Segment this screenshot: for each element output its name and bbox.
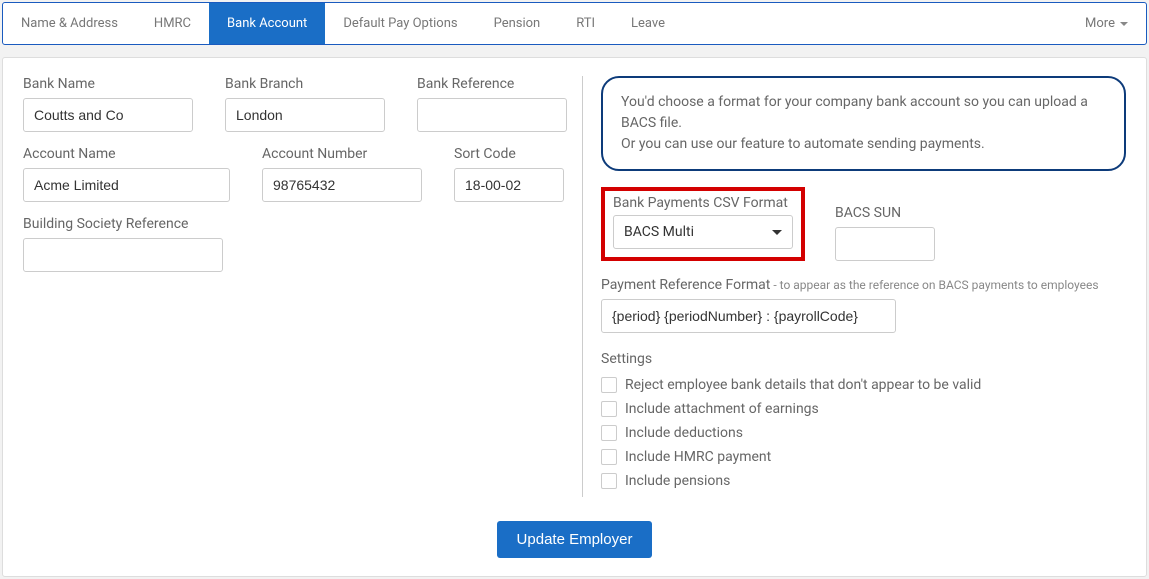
- account-name-input[interactable]: [23, 168, 230, 202]
- tabs-bar: Name & Address HMRC Bank Account Default…: [2, 2, 1147, 45]
- reject-invalid-bank-label: Reject employee bank details that don't …: [625, 377, 981, 393]
- bacs-sun-input[interactable]: [835, 227, 935, 261]
- left-column: Bank Name Bank Branch Bank Reference Acc…: [23, 76, 583, 497]
- building-society-ref-input[interactable]: [23, 238, 223, 272]
- chevron-down-icon: [772, 230, 782, 235]
- tab-more-label: More: [1085, 16, 1115, 31]
- include-pensions-checkbox[interactable]: [601, 473, 617, 489]
- bank-name-label: Bank Name: [23, 76, 193, 92]
- tab-bank-account[interactable]: Bank Account: [209, 3, 325, 44]
- include-attachment-earnings-label: Include attachment of earnings: [625, 401, 819, 417]
- csv-format-value: BACS Multi: [624, 224, 694, 240]
- bacs-sun-label: BACS SUN: [835, 205, 935, 221]
- account-number-label: Account Number: [262, 146, 422, 162]
- tab-hmrc[interactable]: HMRC: [136, 3, 209, 44]
- account-name-label: Account Name: [23, 146, 230, 162]
- settings-heading: Settings: [601, 351, 1126, 367]
- payment-ref-label: Payment Reference Format: [601, 277, 770, 293]
- payment-ref-hint: - to appear as the reference on BACS pay…: [770, 278, 1098, 292]
- csv-format-highlight: Bank Payments CSV Format BACS Multi: [601, 187, 805, 261]
- csv-format-select[interactable]: BACS Multi: [613, 215, 793, 249]
- account-number-input[interactable]: [262, 168, 422, 202]
- chevron-down-icon: [1120, 22, 1128, 26]
- include-deductions-label: Include deductions: [625, 425, 743, 441]
- include-attachment-earnings-checkbox[interactable]: [601, 401, 617, 417]
- csv-format-label: Bank Payments CSV Format: [613, 195, 793, 211]
- bank-reference-input[interactable]: [417, 98, 567, 132]
- building-society-ref-label: Building Society Reference: [23, 216, 223, 232]
- tab-pension[interactable]: Pension: [476, 3, 559, 44]
- right-column: You'd choose a format for your company b…: [583, 76, 1126, 497]
- update-employer-button[interactable]: Update Employer: [497, 521, 653, 558]
- content-panel: Bank Name Bank Branch Bank Reference Acc…: [2, 57, 1147, 577]
- bank-reference-label: Bank Reference: [417, 76, 567, 92]
- include-hmrc-payment-label: Include HMRC payment: [625, 449, 771, 465]
- callout-line-2: Or you can use our feature to automate s…: [621, 134, 1106, 155]
- include-hmrc-payment-checkbox[interactable]: [601, 449, 617, 465]
- reject-invalid-bank-checkbox[interactable]: [601, 377, 617, 393]
- tab-name-and-address[interactable]: Name & Address: [3, 3, 136, 44]
- info-callout: You'd choose a format for your company b…: [601, 76, 1126, 171]
- payment-ref-input[interactable]: [601, 299, 896, 333]
- tab-more[interactable]: More: [1067, 3, 1146, 44]
- sort-code-input[interactable]: [454, 168, 564, 202]
- bank-branch-label: Bank Branch: [225, 76, 385, 92]
- include-pensions-label: Include pensions: [625, 473, 730, 489]
- sort-code-label: Sort Code: [454, 146, 564, 162]
- callout-line-1: You'd choose a format for your company b…: [621, 92, 1106, 134]
- tab-leave[interactable]: Leave: [613, 3, 683, 44]
- tab-default-pay-options[interactable]: Default Pay Options: [325, 3, 475, 44]
- bank-name-input[interactable]: [23, 98, 193, 132]
- bank-branch-input[interactable]: [225, 98, 385, 132]
- tab-rti[interactable]: RTI: [558, 3, 613, 44]
- include-deductions-checkbox[interactable]: [601, 425, 617, 441]
